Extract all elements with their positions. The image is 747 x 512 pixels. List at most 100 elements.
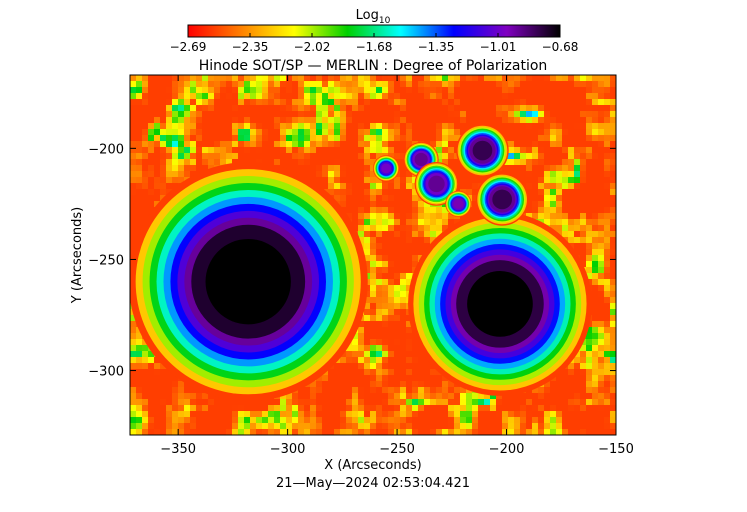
heatmap-cell <box>136 123 142 129</box>
heatmap-cell <box>514 141 520 147</box>
heatmap-cell <box>574 147 580 153</box>
heatmap-cell <box>400 225 406 231</box>
heatmap-cell <box>130 129 136 135</box>
heatmap-cell <box>346 135 352 141</box>
heatmap-cell <box>610 213 616 219</box>
heatmap-cell <box>208 423 214 429</box>
heatmap-cell <box>286 81 292 87</box>
heatmap-cell <box>352 141 358 147</box>
heatmap-cell <box>298 393 304 399</box>
heatmap-cell <box>394 399 400 405</box>
heatmap-cell <box>556 117 562 123</box>
heatmap-cell <box>232 147 238 153</box>
heatmap-cell <box>310 165 316 171</box>
heatmap-cell <box>292 429 298 435</box>
heatmap-cell <box>340 165 346 171</box>
heatmap-cell <box>430 123 436 129</box>
heatmap-cell <box>136 357 142 363</box>
heatmap-cell <box>490 405 496 411</box>
heatmap-cell <box>598 159 604 165</box>
heatmap-cell <box>316 129 322 135</box>
heatmap-cell <box>358 123 364 129</box>
heatmap-cell <box>466 417 472 423</box>
heatmap-cell <box>238 423 244 429</box>
heatmap-cell <box>580 117 586 123</box>
heatmap-cell <box>454 387 460 393</box>
heatmap-cell <box>184 93 190 99</box>
heatmap-cell <box>220 81 226 87</box>
heatmap-cell <box>520 123 526 129</box>
heatmap-cell <box>202 399 208 405</box>
heatmap-cell <box>130 183 136 189</box>
heatmap-cell <box>334 99 340 105</box>
heatmap-cell <box>382 249 388 255</box>
heatmap-cell <box>598 183 604 189</box>
heatmap-cell <box>208 93 214 99</box>
heatmap-cell <box>580 165 586 171</box>
heatmap-cell <box>166 393 172 399</box>
heatmap-cell <box>424 75 430 81</box>
heatmap-cell <box>292 87 298 93</box>
heatmap-cell <box>406 339 412 345</box>
heatmap-cell <box>358 177 364 183</box>
heatmap-cell <box>586 339 592 345</box>
heatmap-cell <box>370 87 376 93</box>
heatmap-cell <box>436 219 442 225</box>
heatmap-cell <box>604 87 610 93</box>
heatmap-cell <box>274 141 280 147</box>
heatmap-cell <box>130 399 136 405</box>
colorbar-tick-label: −0.68 <box>542 40 579 54</box>
heatmap-cell <box>136 213 142 219</box>
heatmap-cell <box>190 111 196 117</box>
heatmap-cell <box>310 429 316 435</box>
heatmap-cell <box>232 405 238 411</box>
heatmap-cell <box>586 261 592 267</box>
heatmap-cell <box>430 219 436 225</box>
heatmap-cell <box>340 399 346 405</box>
heatmap-cell <box>136 81 142 87</box>
heatmap-cell <box>154 177 160 183</box>
heatmap-cell <box>244 75 250 81</box>
heatmap-cell <box>442 213 448 219</box>
heatmap <box>130 75 616 435</box>
heatmap-cell <box>364 141 370 147</box>
heatmap-cell <box>196 165 202 171</box>
heatmap-cell <box>148 399 154 405</box>
heatmap-cell <box>538 147 544 153</box>
heatmap-cell <box>388 201 394 207</box>
heatmap-cell <box>340 153 346 159</box>
heatmap-cell <box>556 219 562 225</box>
heatmap-cell <box>340 93 346 99</box>
heatmap-cell <box>586 219 592 225</box>
heatmap-cell <box>388 381 394 387</box>
heatmap-cell <box>382 417 388 423</box>
heatmap-cell <box>598 309 604 315</box>
heatmap-cell <box>238 99 244 105</box>
heatmap-cell <box>400 345 406 351</box>
heatmap-cell <box>544 159 550 165</box>
heatmap-cell <box>166 159 172 165</box>
heatmap-cell <box>604 429 610 435</box>
heatmap-cell <box>472 111 478 117</box>
heatmap-cell <box>610 159 616 165</box>
heatmap-cell <box>610 291 616 297</box>
heatmap-cell <box>376 411 382 417</box>
heatmap-cell <box>508 417 514 423</box>
heatmap-cell <box>190 129 196 135</box>
heatmap-cell <box>364 387 370 393</box>
heatmap-cell <box>394 219 400 225</box>
heatmap-cell <box>598 405 604 411</box>
heatmap-cell <box>244 423 250 429</box>
heatmap-cell <box>322 99 328 105</box>
heatmap-cell <box>160 177 166 183</box>
heatmap-cell <box>154 411 160 417</box>
heatmap-cell <box>310 177 316 183</box>
heatmap-cell <box>388 399 394 405</box>
heatmap-cell <box>514 75 520 81</box>
heatmap-cell <box>136 75 142 81</box>
heatmap-cell <box>328 81 334 87</box>
heatmap-cell <box>592 171 598 177</box>
heatmap-cell <box>322 417 328 423</box>
heatmap-cell <box>604 231 610 237</box>
heatmap-cell <box>454 423 460 429</box>
